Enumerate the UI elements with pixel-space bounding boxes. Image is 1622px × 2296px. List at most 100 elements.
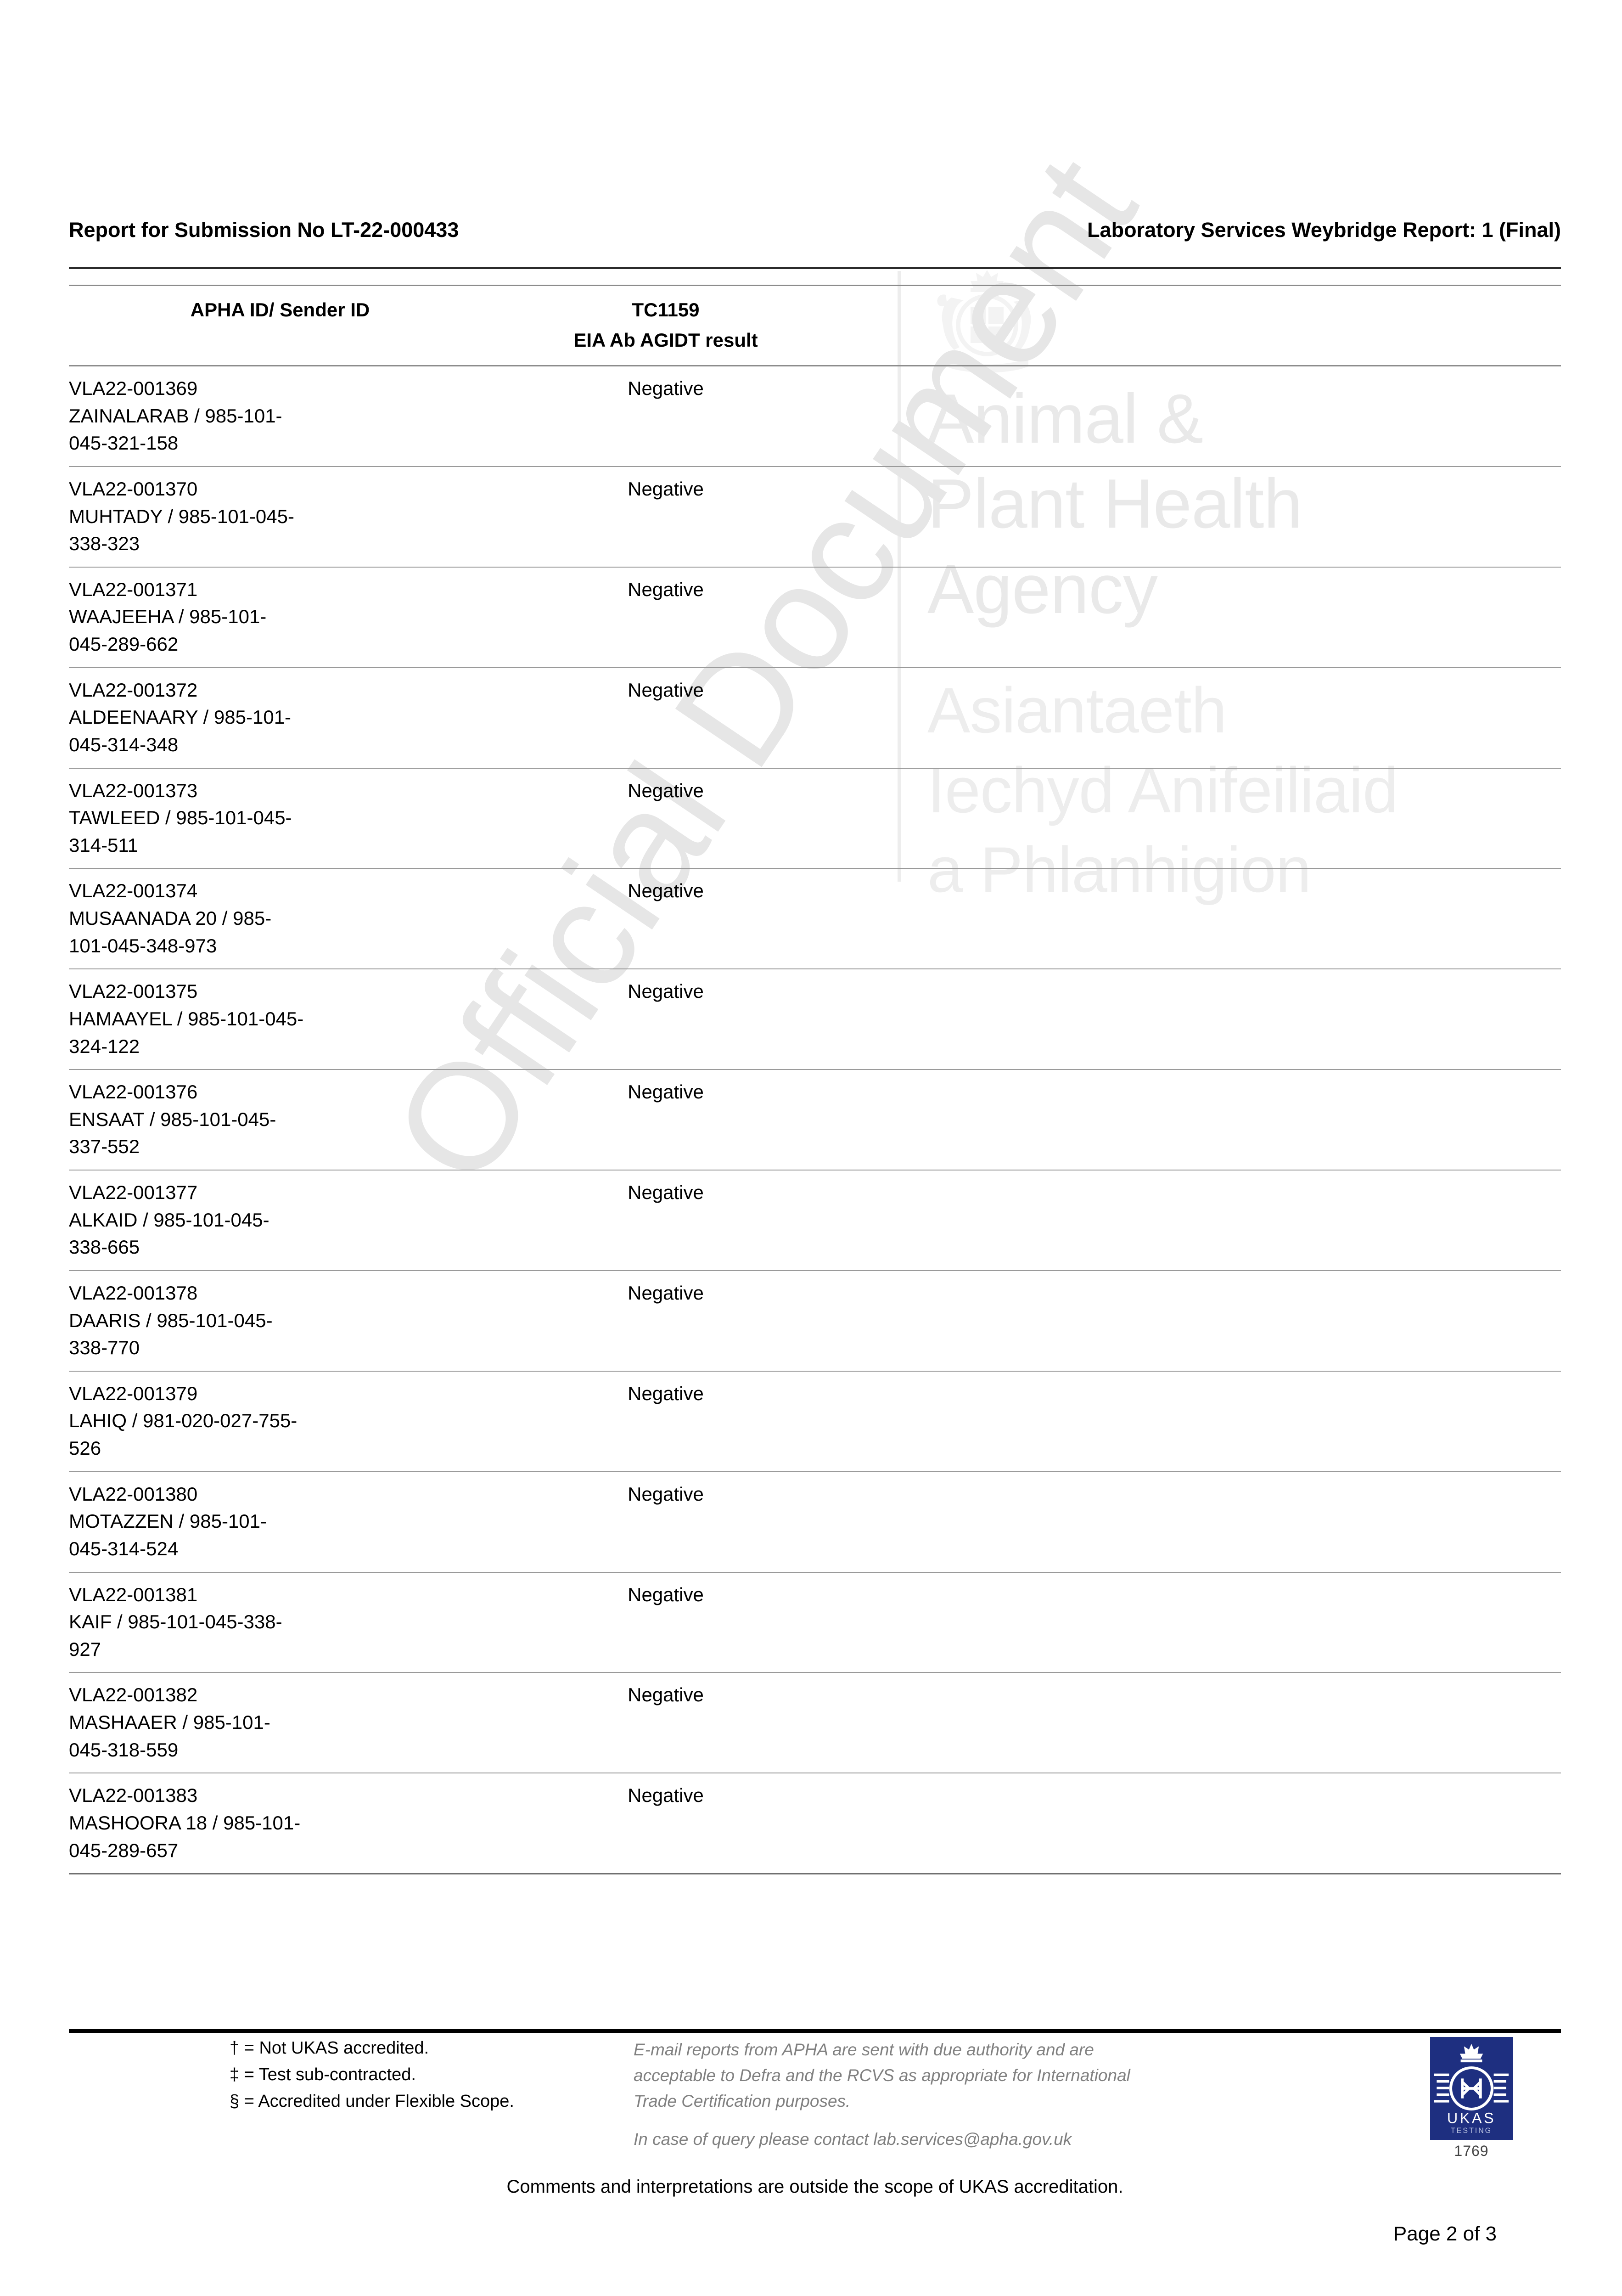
apha-id-line: 045-318-559 (69, 1739, 179, 1761)
apha-id-line: 314-511 (69, 834, 139, 856)
cell-spacer (840, 868, 1561, 970)
cell-test-result: Negative (491, 567, 840, 668)
table-row: VLA22-001369 ZAINALARAB / 985-101- 045-321… (69, 366, 1561, 467)
table-row: VLA22-001380 MOTAZZEN / 985-101- 045-314-5… (69, 1471, 1561, 1573)
apha-id-line: 338-323 (69, 533, 140, 555)
cell-apha-sender-id: VLA22-001372 ALDEENAARY / 985-101- 045-314… (69, 667, 491, 769)
table-header-row: APHA ID/ Sender ID TC1159 EIA Ab AGIDT r… (69, 287, 1561, 366)
cell-test-result: Negative (491, 1170, 840, 1271)
document-footer: † = Not UKAS accredited. ‡ = Test sub-co… (69, 2035, 1561, 2160)
cell-apha-sender-id: VLA22-001378 DAARIS / 985-101-045- 338-770 (69, 1270, 491, 1372)
apha-id-line: VLA22-001374 (69, 880, 198, 902)
cell-test-result: Negative (491, 667, 840, 769)
table-row: VLA22-001377 ALKAID / 985-101-045- 338-665… (69, 1170, 1561, 1271)
apha-id-line: 338-770 (69, 1337, 140, 1359)
cell-apha-sender-id: VLA22-001370 MUHTADY / 985-101-045- 338-32… (69, 466, 491, 568)
cell-test-result: Negative (491, 1572, 840, 1673)
apha-id-line: ZAINALARAB / 985-101- (69, 405, 282, 427)
apha-id-line: VLA22-001377 (69, 1182, 198, 1203)
apha-id-line: 045-289-662 (69, 633, 179, 655)
ukas-accreditation-number: 1769 (1454, 2143, 1489, 2159)
email-notice-line-2: acceptable to Defra and the RCVS as appr… (634, 2066, 1130, 2085)
note-flexible-scope: § = Accredited under Flexible Scope. (230, 2091, 514, 2111)
cell-apha-sender-id: VLA22-001374 MUSAANADA 20 / 985- 101-045-3… (69, 868, 491, 970)
ukas-logo-container: UKAS TESTING 1769 (1382, 2035, 1561, 2160)
apha-id-line: HAMAAYEL / 985-101-045- (69, 1007, 304, 1030)
apha-id-line: VLA22-001381 (69, 1583, 198, 1605)
table-row: VLA22-001375 HAMAAYEL / 985-101-045- 324-1… (69, 969, 1561, 1070)
document-header: Report for Submission No LT-22-000433 La… (69, 218, 1561, 242)
email-notice-line-1: E-mail reports from APHA are sent with d… (634, 2040, 1094, 2059)
column-header-test-name: EIA Ab AGIDT result (573, 329, 758, 351)
cell-spacer (840, 768, 1561, 869)
apha-id-line: VLA22-001382 (69, 1684, 198, 1706)
cell-spacer (840, 1371, 1561, 1472)
cell-apha-sender-id: VLA22-001380 MOTAZZEN / 985-101- 045-314-5… (69, 1471, 491, 1573)
apha-id-line: VLA22-001375 (69, 980, 198, 1002)
cell-spacer (840, 466, 1561, 568)
apha-id-line: WAAJEEHA / 985-101- (69, 606, 267, 628)
cell-apha-sender-id: VLA22-001375 HAMAAYEL / 985-101-045- 324-1… (69, 969, 491, 1070)
laboratory-report-label: Laboratory Services Weybridge Report: 1 … (1087, 218, 1561, 242)
submission-number-label: Report for Submission No LT-22-000433 (69, 218, 459, 242)
table-row: VLA22-001382 MASHAAER / 985-101- 045-318-5… (69, 1672, 1561, 1774)
cell-apha-sender-id: VLA22-001371 WAAJEEHA / 985-101- 045-289-6… (69, 567, 491, 668)
cell-test-result: Negative (491, 1270, 840, 1372)
cell-apha-sender-id: VLA22-001369 ZAINALARAB / 985-101- 045-321… (69, 366, 491, 467)
table-row: VLA22-001383 MASHOORA 18 / 985-101- 045-28… (69, 1773, 1561, 1875)
note-not-ukas-accredited: † = Not UKAS accredited. (230, 2038, 429, 2058)
footer-separator-rule (69, 2029, 1561, 2033)
apha-id-line: 045-314-348 (69, 733, 179, 755)
ukas-accreditation-logo: UKAS TESTING 1769 (1430, 2037, 1513, 2160)
apha-id-line: 927 (69, 1638, 101, 1660)
apha-id-line: 337-552 (69, 1136, 140, 1158)
email-authority-notice: E-mail reports from APHA are sent with d… (634, 2035, 1382, 2152)
cell-test-result: Negative (491, 466, 840, 568)
apha-id-line: 045-314-524 (69, 1537, 179, 1559)
cell-test-result: Negative (491, 1672, 840, 1774)
table-row: VLA22-001372 ALDEENAARY / 985-101- 045-314… (69, 667, 1561, 769)
cell-spacer (840, 1672, 1561, 1774)
cell-apha-sender-id: VLA22-001383 MASHOORA 18 / 985-101- 045-28… (69, 1773, 491, 1875)
apha-id-line: DAARIS / 985-101-045- (69, 1309, 273, 1331)
table-row: VLA22-001374 MUSAANADA 20 / 985- 101-045-3… (69, 868, 1561, 970)
cell-spacer (840, 1572, 1561, 1673)
table-row: VLA22-001373 TAWLEED / 985-101-045- 314-51… (69, 768, 1561, 869)
apha-id-line: VLA22-001372 (69, 679, 198, 701)
apha-id-line: ALKAID / 985-101-045- (69, 1209, 269, 1231)
note-test-subcontracted: ‡ = Test sub-contracted. (230, 2065, 416, 2084)
cell-spacer (840, 1069, 1561, 1171)
apha-id-line: VLA22-001380 (69, 1483, 198, 1505)
cell-test-result: Negative (491, 768, 840, 869)
cell-apha-sender-id: VLA22-001381 KAIF / 985-101-045-338- 927 (69, 1572, 491, 1673)
header-rule-dark (69, 267, 1561, 269)
apha-id-line: LAHIQ / 981-020-027-755- (69, 1410, 297, 1432)
column-header-apha-id: APHA ID/ Sender ID (69, 287, 491, 366)
table-row: VLA22-001376 ENSAAT / 985-101-045- 337-552… (69, 1069, 1561, 1171)
apha-id-line: ENSAAT / 985-101-045- (69, 1108, 276, 1130)
cell-spacer (840, 1270, 1561, 1372)
apha-id-line: KAIF / 985-101-045-338- (69, 1611, 282, 1633)
cell-test-result: Negative (491, 868, 840, 970)
ukas-logo-box: UKAS TESTING (1430, 2037, 1513, 2140)
apha-id-line: MASHAAER / 985-101- (69, 1711, 270, 1733)
apha-id-line: MUSAANADA 20 / 985- (69, 907, 272, 929)
apha-id-line: VLA22-001376 (69, 1081, 198, 1103)
apha-id-line: 526 (69, 1437, 101, 1459)
header-rule-light (69, 285, 1561, 286)
cell-test-result: Negative (491, 969, 840, 1070)
cell-spacer (840, 567, 1561, 668)
table-row: VLA22-001378 DAARIS / 985-101-045- 338-770… (69, 1270, 1561, 1372)
table-row: VLA22-001370 MUHTADY / 985-101-045- 338-32… (69, 466, 1561, 568)
table-row: VLA22-001379 LAHIQ / 981-020-027-755- 526 N… (69, 1371, 1561, 1472)
apha-id-line: VLA22-001379 (69, 1382, 198, 1404)
cell-test-result: Negative (491, 1471, 840, 1573)
cell-test-result: Negative (491, 1069, 840, 1171)
ukas-logo-sublabel: TESTING (1451, 2127, 1492, 2135)
column-header-result: TC1159 EIA Ab AGIDT result (491, 287, 840, 366)
cell-test-result: Negative (491, 366, 840, 467)
cell-test-result: Negative (491, 1371, 840, 1472)
apha-id-line: VLA22-001369 (69, 377, 198, 399)
cell-test-result: Negative (491, 1773, 840, 1875)
